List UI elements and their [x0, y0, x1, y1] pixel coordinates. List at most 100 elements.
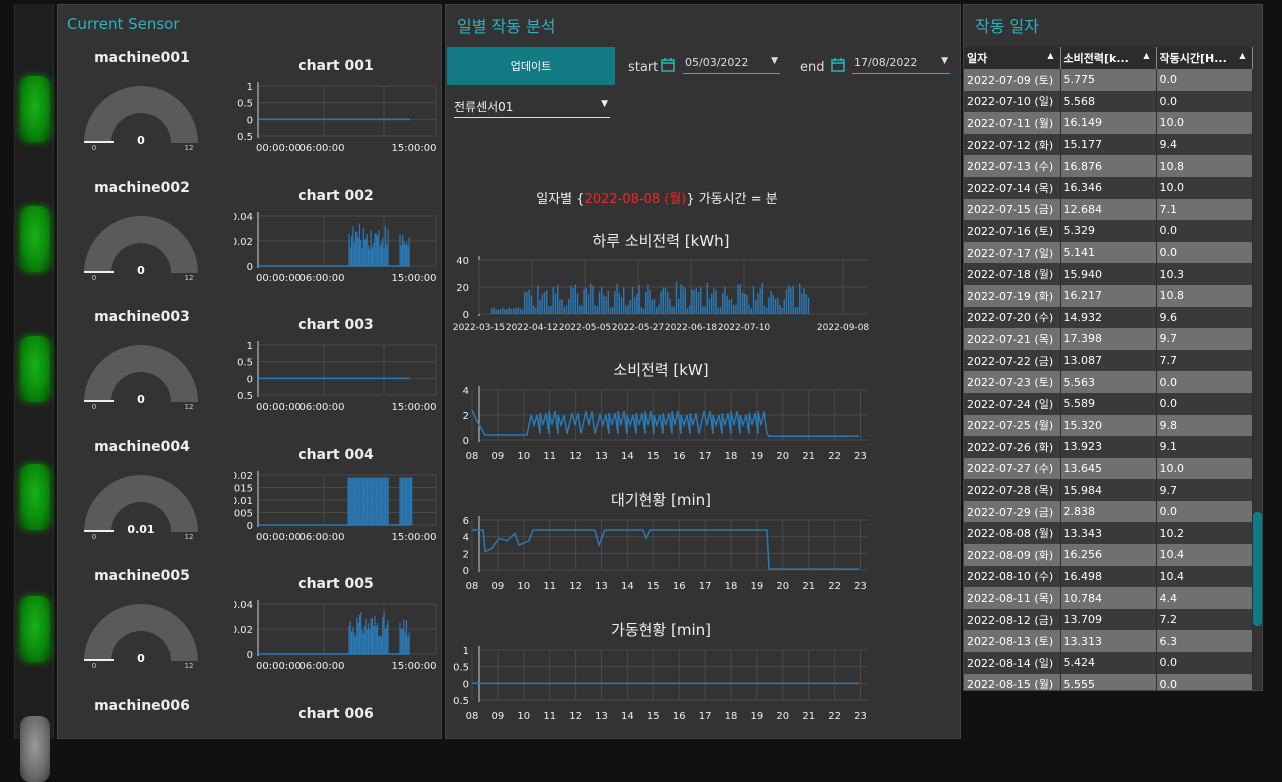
table-cell: 2022-07-16 (토) — [964, 220, 1061, 242]
table-cell: 2022-08-10 (수) — [964, 565, 1061, 588]
table-cell: 15.984 — [1060, 479, 1157, 501]
bar — [504, 309, 506, 314]
x-tick-label: 2022-05-05 — [559, 323, 611, 333]
end-date-input[interactable]: 17/08/2022 ▼ — [852, 56, 950, 74]
table-cell: 0.0 — [1156, 500, 1253, 523]
table-row[interactable]: 2022-08-11 (목) 10.784 4.4 — [964, 587, 1253, 609]
power-gauge: 0.01 0 kW 12 — [84, 474, 198, 539]
bar — [535, 308, 537, 314]
x-tick-label: 21 — [802, 451, 815, 462]
daily-table-scroll[interactable]: 일자 ▲ 소비전력[k... ▲ 작동시간[H... ▲ 2022-07-09 (토) 5.7… — [964, 47, 1262, 690]
x-tick-label: 06:00:00 — [300, 143, 345, 154]
table-row[interactable]: 2022-08-12 (금) 13.709 7.2 — [964, 608, 1253, 631]
x-tick-label: 11 — [543, 581, 556, 592]
table-scrollbar[interactable] — [1253, 512, 1262, 626]
table-row[interactable]: 2022-07-12 (화) 15.177 9.4 — [964, 133, 1253, 156]
chart-title: chart 006 — [298, 705, 374, 722]
table-row[interactable]: 2022-08-09 (화) 16.256 10.4 — [964, 544, 1253, 566]
subtitle-prefix: 일자별 { — [536, 192, 585, 207]
table-row[interactable]: 2022-07-10 (일) 5.568 0.0 — [964, 90, 1253, 113]
bar — [660, 291, 662, 314]
table-row[interactable]: 2022-07-15 (금) 12.684 7.1 — [964, 198, 1253, 221]
table-cell: 2022-07-20 (수) — [964, 306, 1061, 329]
gauge-value: 0.01 — [127, 523, 154, 536]
gauge-fill — [84, 659, 114, 661]
table-row[interactable]: 2022-07-20 (수) 14.932 9.6 — [964, 306, 1253, 329]
gauge-min: 0 — [92, 274, 96, 280]
bar — [513, 308, 515, 314]
calendar-icon[interactable] — [661, 57, 675, 76]
chevron-down-icon: ▼ — [771, 56, 778, 66]
bar — [541, 294, 543, 314]
power-gauge: 0 0 kW 12 — [84, 345, 198, 409]
bar — [761, 282, 763, 314]
table-row[interactable]: 2022-07-27 (수) 13.645 10.0 — [964, 457, 1253, 480]
bar — [499, 309, 502, 314]
table-cell: 10.8 — [1156, 155, 1253, 177]
update-button[interactable]: 업데이트 — [447, 47, 615, 85]
status-led-1 — [20, 76, 50, 142]
table-row[interactable]: 2022-07-28 (목) 15.984 9.7 — [964, 479, 1253, 501]
bar — [638, 284, 640, 314]
x-tick-label: 20 — [776, 451, 789, 462]
column-header[interactable]: 작동시간[H... ▲ — [1156, 47, 1253, 69]
gauge-value: 0 — [137, 264, 145, 277]
x-tick-label: 23 — [854, 451, 867, 462]
column-header[interactable]: 일자 ▲ — [964, 47, 1061, 69]
column-header-label: 일자 — [967, 52, 988, 65]
table-row[interactable]: 2022-08-14 (일) 5.424 0.0 — [964, 652, 1253, 674]
table-row[interactable]: 2022-07-16 (토) 5.329 0.0 — [964, 220, 1253, 242]
table-cell: 13.313 — [1060, 630, 1157, 653]
table-row[interactable]: 2022-07-26 (화) 13.923 9.1 — [964, 436, 1253, 458]
bar — [763, 305, 766, 314]
table-cell: 17.398 — [1060, 328, 1157, 350]
x-tick-label: 09 — [492, 581, 505, 592]
bar — [706, 282, 708, 314]
x-tick-label: 20 — [776, 581, 789, 592]
calendar-icon[interactable] — [831, 57, 845, 76]
table-row[interactable]: 2022-07-29 (금) 2.838 0.0 — [964, 500, 1253, 523]
table-cell: 2022-07-15 (금) — [964, 198, 1061, 221]
table-row[interactable]: 2022-08-08 (월) 13.343 10.2 — [964, 522, 1253, 545]
table-row[interactable]: 2022-08-15 (월) 5.555 0.0 — [964, 673, 1253, 690]
table-row[interactable]: 2022-07-11 (월) 16.149 10.0 — [964, 112, 1253, 134]
table-row[interactable]: 2022-07-23 (토) 5.563 0.0 — [964, 371, 1253, 393]
start-date-input[interactable]: 05/03/2022 ▼ — [683, 56, 780, 74]
bar — [625, 305, 627, 314]
table-row[interactable]: 2022-07-14 (목) 16.346 10.0 — [964, 176, 1253, 199]
x-tick-label: 10 — [517, 581, 530, 592]
table-row[interactable]: 2022-07-13 (수) 16.876 10.8 — [964, 155, 1253, 177]
bar — [796, 306, 799, 314]
table-row[interactable]: 2022-07-24 (일) 5.589 0.0 — [964, 392, 1253, 415]
table-row[interactable]: 2022-07-09 (토) 5.775 0.0 — [964, 69, 1253, 91]
table-row[interactable]: 2022-08-10 (수) 16.498 10.4 — [964, 565, 1253, 588]
x-tick-label: 12 — [569, 711, 582, 722]
table-row[interactable]: 2022-07-25 (월) 15.320 9.8 — [964, 414, 1253, 437]
table-row[interactable]: 2022-07-17 (일) 5.141 0.0 — [964, 241, 1253, 264]
gauge-value: 0 — [137, 134, 145, 147]
table-cell: 2022-08-11 (목) — [964, 587, 1061, 609]
table-cell: 2022-08-08 (월) — [964, 522, 1061, 545]
end-label: end — [800, 60, 825, 75]
column-header[interactable]: 소비전력[k... ▲ — [1060, 47, 1157, 69]
bar — [704, 306, 706, 314]
table-row[interactable]: 2022-07-18 (월) 15.940 10.3 — [964, 263, 1253, 285]
bar — [642, 308, 645, 314]
sensor-select[interactable]: 전류센서01 ▼ — [454, 98, 610, 118]
y-tick-label: 1 — [247, 82, 253, 93]
bar — [803, 288, 805, 314]
table-row[interactable]: 2022-07-22 (금) 13.087 7.7 — [964, 349, 1253, 372]
bar — [524, 291, 526, 314]
bar — [554, 293, 557, 314]
table-row[interactable]: 2022-07-19 (화) 16.217 10.8 — [964, 284, 1253, 307]
bar — [702, 306, 704, 314]
bar — [788, 285, 790, 314]
bar — [497, 309, 499, 314]
x-tick-label: 16 — [673, 451, 686, 462]
table-row[interactable]: 2022-07-21 (목) 17.398 9.7 — [964, 328, 1253, 350]
start-label: start — [628, 60, 659, 75]
table-row[interactable]: 2022-08-13 (토) 13.313 6.3 — [964, 630, 1253, 653]
